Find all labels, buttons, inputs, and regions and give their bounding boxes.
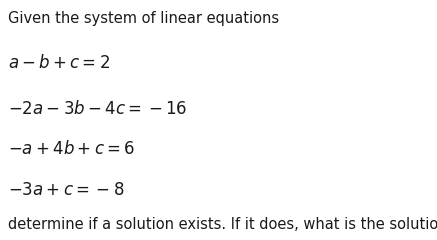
- Text: $-2a - 3b - 4c = -16$: $-2a - 3b - 4c = -16$: [8, 100, 187, 118]
- Text: determine if a solution exists. If it does, what is the solution?: determine if a solution exists. If it do…: [8, 216, 437, 232]
- Text: $-3a + c = -8$: $-3a + c = -8$: [8, 181, 124, 199]
- Text: $a - b + c = 2$: $a - b + c = 2$: [8, 54, 110, 72]
- Text: $-a + 4b + c = 6$: $-a + 4b + c = 6$: [8, 140, 135, 158]
- Text: Given the system of linear equations: Given the system of linear equations: [8, 11, 279, 26]
